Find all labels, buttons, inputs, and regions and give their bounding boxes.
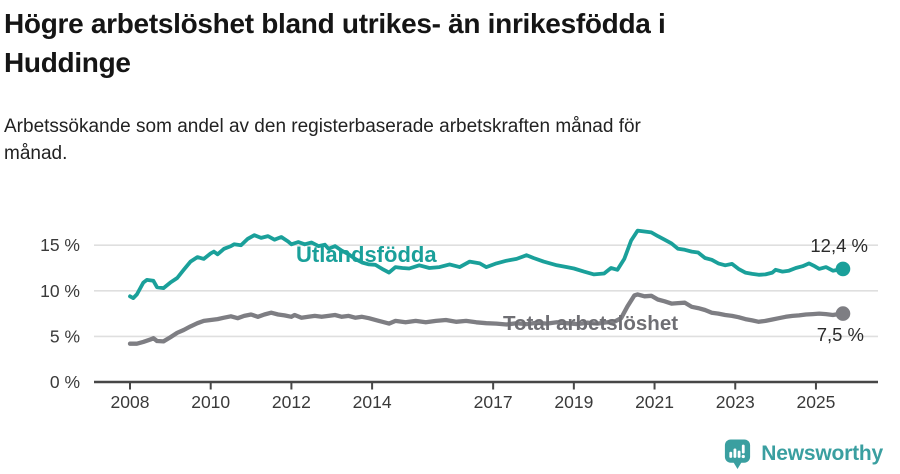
page-subtitle: Arbetssökande som andel av den registerb… xyxy=(4,113,864,167)
end-value-label-utlandsfodda: 12,4 % xyxy=(810,235,868,256)
series-end-dot-utlandsfodda xyxy=(835,261,851,277)
series-line-utlandsfodda xyxy=(128,228,845,300)
y-tick-label-15: 15 % xyxy=(40,235,80,255)
newsworthy-logo: Newsworthy xyxy=(722,438,883,470)
page-title-line-1: Högre arbetslöshet bland utrikes- än inr… xyxy=(4,8,666,39)
y-tick-label-10: 10 % xyxy=(40,281,80,301)
page-subtitle-line-1: Arbetssökande som andel av den registerb… xyxy=(4,116,641,137)
x-tick-label-2019: 2019 xyxy=(554,392,593,412)
page-subtitle-line-2: månad. xyxy=(4,143,68,164)
logo-bar-chart-glyph xyxy=(729,444,746,459)
page-title-line-2: Huddinge xyxy=(4,47,131,78)
x-tick-label-2014: 2014 xyxy=(353,392,392,412)
x-tick-label-2012: 2012 xyxy=(272,392,311,412)
x-tick-label-2025: 2025 xyxy=(796,392,835,412)
x-tick-label-2021: 2021 xyxy=(635,392,674,412)
page-title: Högre arbetslöshet bland utrikes- än inr… xyxy=(4,4,864,82)
newsworthy-logo-text: Newsworthy xyxy=(761,442,883,465)
x-tick-label-2017: 2017 xyxy=(474,392,513,412)
series-end-dot-total xyxy=(835,306,851,321)
newsworthy-logo-icon xyxy=(725,439,751,470)
end-value-label-total: 7,5 % xyxy=(817,324,864,345)
x-tick-label-2023: 2023 xyxy=(716,392,755,412)
y-tick-label-0: 0 % xyxy=(50,372,80,392)
x-tick-label-2008: 2008 xyxy=(111,392,150,412)
series-line-total xyxy=(127,292,846,346)
series-label-total: Total arbetslöshet xyxy=(503,312,678,335)
y-tick-label-5: 5 % xyxy=(50,326,80,346)
chart-header: Högre arbetslöshet bland utrikes- än inr… xyxy=(4,4,864,167)
series-label-utlandsfodda: Utlandsfödda xyxy=(296,242,437,267)
x-tick-label-2010: 2010 xyxy=(191,392,230,412)
logo-bubble-tail xyxy=(733,461,743,470)
